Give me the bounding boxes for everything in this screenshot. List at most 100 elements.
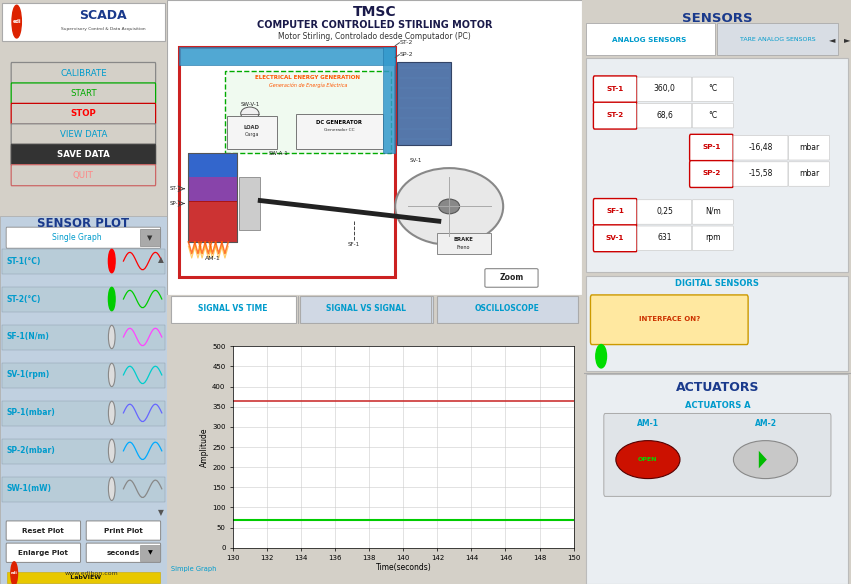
FancyBboxPatch shape bbox=[637, 226, 692, 251]
FancyBboxPatch shape bbox=[734, 162, 788, 186]
Text: SF-1: SF-1 bbox=[347, 242, 360, 247]
FancyBboxPatch shape bbox=[734, 135, 788, 160]
FancyBboxPatch shape bbox=[2, 477, 165, 502]
Text: TARE ANALOG SENSORS: TARE ANALOG SENSORS bbox=[740, 37, 815, 42]
Text: AM-1: AM-1 bbox=[637, 419, 659, 428]
Circle shape bbox=[241, 107, 259, 120]
Text: rpm: rpm bbox=[705, 233, 721, 242]
Text: ANALOG SENSORS: ANALOG SENSORS bbox=[612, 37, 687, 43]
Text: LOAD: LOAD bbox=[244, 125, 260, 130]
FancyBboxPatch shape bbox=[692, 103, 734, 128]
Text: DIGITAL SENSORS: DIGITAL SENSORS bbox=[676, 279, 759, 288]
Text: AM-2: AM-2 bbox=[755, 419, 776, 428]
FancyBboxPatch shape bbox=[485, 269, 538, 287]
Text: Generador CC: Generador CC bbox=[324, 128, 355, 132]
Text: ST-1: ST-1 bbox=[607, 86, 624, 92]
FancyBboxPatch shape bbox=[437, 297, 578, 322]
Text: INTERFACE ON?: INTERFACE ON? bbox=[638, 316, 700, 322]
Text: 631: 631 bbox=[657, 233, 671, 242]
Text: SCADA: SCADA bbox=[80, 9, 128, 22]
Text: N/m: N/m bbox=[705, 207, 721, 216]
FancyBboxPatch shape bbox=[0, 216, 167, 584]
Text: SV-1: SV-1 bbox=[410, 158, 422, 164]
FancyBboxPatch shape bbox=[789, 162, 830, 186]
Text: ST-1(°C): ST-1(°C) bbox=[7, 256, 41, 266]
Text: OSCILLOSCOPE: OSCILLOSCOPE bbox=[475, 304, 540, 312]
Text: BRAKE: BRAKE bbox=[454, 237, 474, 242]
Text: Carga: Carga bbox=[245, 131, 260, 137]
Text: SIGNAL VS TIME: SIGNAL VS TIME bbox=[198, 304, 268, 312]
Text: SENSOR PLOT: SENSOR PLOT bbox=[37, 217, 129, 230]
Text: STOP: STOP bbox=[71, 109, 96, 119]
FancyBboxPatch shape bbox=[187, 154, 237, 177]
Text: TMSC: TMSC bbox=[352, 5, 397, 19]
Text: Generación de Energía Eléctrica: Generación de Energía Eléctrica bbox=[269, 83, 347, 88]
FancyBboxPatch shape bbox=[11, 62, 156, 84]
Text: SP-1: SP-1 bbox=[702, 144, 721, 150]
FancyBboxPatch shape bbox=[689, 134, 734, 161]
Circle shape bbox=[395, 168, 503, 245]
FancyBboxPatch shape bbox=[300, 297, 432, 322]
Text: ST-2: ST-2 bbox=[607, 112, 624, 118]
FancyBboxPatch shape bbox=[187, 177, 237, 200]
Polygon shape bbox=[759, 451, 767, 468]
Text: CALIBRATE: CALIBRATE bbox=[60, 68, 106, 78]
Text: SW-A-1: SW-A-1 bbox=[269, 151, 288, 157]
FancyBboxPatch shape bbox=[586, 374, 848, 584]
FancyBboxPatch shape bbox=[11, 144, 156, 165]
Text: -15,58: -15,58 bbox=[749, 169, 773, 178]
Text: SP-1(mbar): SP-1(mbar) bbox=[7, 408, 55, 418]
Text: ACTUATORS: ACTUATORS bbox=[676, 381, 759, 394]
Text: SP-2(mbar): SP-2(mbar) bbox=[7, 446, 55, 456]
Circle shape bbox=[108, 325, 115, 349]
Text: SP-1: SP-1 bbox=[170, 201, 182, 206]
Text: VIEW DATA: VIEW DATA bbox=[60, 130, 107, 139]
Text: edi: edi bbox=[13, 19, 21, 24]
Text: °C: °C bbox=[708, 110, 717, 120]
Text: ST-2: ST-2 bbox=[399, 40, 413, 46]
Ellipse shape bbox=[734, 441, 797, 479]
Text: SP-2: SP-2 bbox=[702, 171, 721, 176]
FancyBboxPatch shape bbox=[187, 200, 237, 242]
FancyBboxPatch shape bbox=[167, 0, 582, 295]
FancyBboxPatch shape bbox=[7, 572, 160, 583]
FancyBboxPatch shape bbox=[717, 23, 837, 55]
FancyBboxPatch shape bbox=[225, 71, 391, 154]
FancyBboxPatch shape bbox=[11, 124, 156, 145]
Text: ▼: ▼ bbox=[147, 235, 153, 241]
FancyBboxPatch shape bbox=[692, 77, 734, 102]
Text: ▲: ▲ bbox=[157, 255, 163, 265]
FancyBboxPatch shape bbox=[397, 62, 451, 144]
FancyBboxPatch shape bbox=[593, 199, 637, 225]
Text: ▼: ▼ bbox=[157, 507, 163, 517]
Text: SV-1(rpm): SV-1(rpm) bbox=[7, 370, 50, 380]
Circle shape bbox=[108, 401, 115, 425]
Text: Motor Stirling, Controlado desde Computador (PC): Motor Stirling, Controlado desde Computa… bbox=[278, 32, 471, 41]
Text: SF-1: SF-1 bbox=[606, 208, 624, 214]
Text: Freno: Freno bbox=[457, 245, 471, 250]
FancyBboxPatch shape bbox=[586, 23, 715, 55]
Text: Print Plot: Print Plot bbox=[104, 528, 143, 534]
FancyBboxPatch shape bbox=[692, 226, 734, 251]
Text: 68,6: 68,6 bbox=[656, 110, 673, 120]
FancyBboxPatch shape bbox=[86, 521, 161, 540]
FancyBboxPatch shape bbox=[140, 229, 160, 246]
FancyBboxPatch shape bbox=[239, 177, 260, 230]
X-axis label: Time(seconds): Time(seconds) bbox=[375, 563, 431, 572]
Text: Zoom: Zoom bbox=[500, 273, 523, 283]
FancyBboxPatch shape bbox=[789, 135, 830, 160]
Text: edi: edi bbox=[11, 572, 18, 575]
Text: LabVIEW: LabVIEW bbox=[66, 575, 101, 580]
Text: Reset Plot: Reset Plot bbox=[22, 528, 64, 534]
Text: Simple Graph: Simple Graph bbox=[171, 566, 216, 572]
Text: seconds: seconds bbox=[107, 550, 140, 556]
Text: 360,0: 360,0 bbox=[654, 84, 676, 93]
Ellipse shape bbox=[616, 441, 680, 479]
Text: START: START bbox=[70, 89, 97, 98]
FancyBboxPatch shape bbox=[637, 200, 692, 224]
Text: COMPUTER CONTROLLED STIRLING MOTOR: COMPUTER CONTROLLED STIRLING MOTOR bbox=[257, 20, 492, 30]
Text: mbar: mbar bbox=[799, 169, 820, 178]
FancyBboxPatch shape bbox=[171, 297, 295, 322]
Text: Single Graph: Single Graph bbox=[52, 233, 101, 242]
FancyBboxPatch shape bbox=[383, 47, 395, 154]
